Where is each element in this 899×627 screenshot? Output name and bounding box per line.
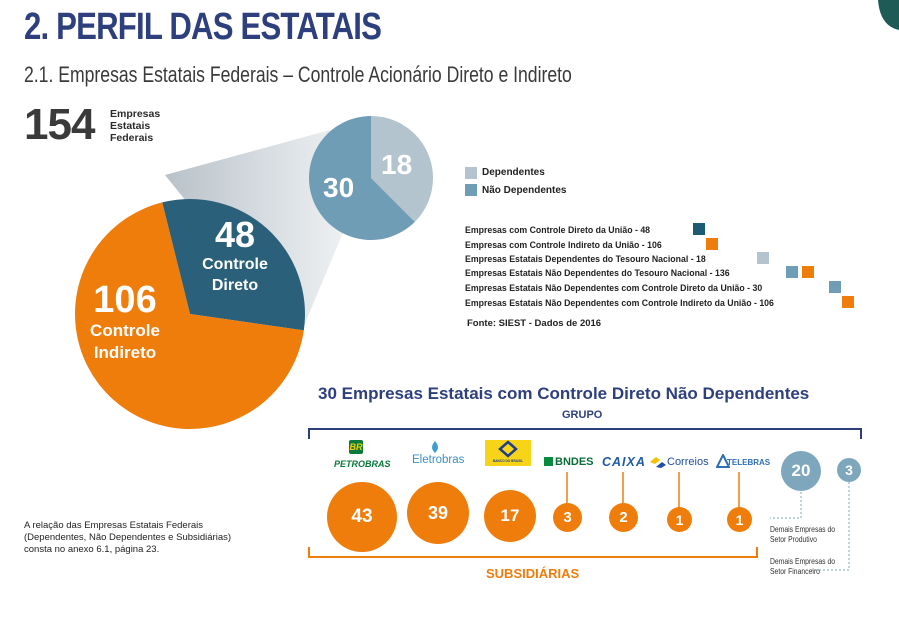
bndes-logo-icon <box>544 457 553 466</box>
stat-row: Empresas com Controle Indireto da União … <box>465 240 662 251</box>
stat-swatch <box>842 296 854 308</box>
small-slice-label-nao-dependentes: 30 <box>323 172 355 203</box>
stat-row: Empresas Estatais Não Dependentes do Tes… <box>465 268 730 279</box>
petrobras-logo-mark: BR <box>349 442 363 452</box>
slice-label-value-indirect: 106 <box>93 279 157 321</box>
caixa-logo-text: CAIXA <box>602 455 646 469</box>
others-label-financeiro: Demais Empresas do Setor Financeiro <box>770 557 836 576</box>
subsidiary-bubble-banco-do-brasil: 17 <box>484 490 536 542</box>
eletrobras-logo-text: Eletrobras <box>412 454 465 466</box>
subsidiary-bubble-petrobras: 43 <box>327 482 397 552</box>
stat-swatch <box>706 238 718 250</box>
pie-slice-controle-indireto <box>74 202 304 429</box>
banco-do-brasil-logo-text: BANCO DO BRASIL <box>492 459 524 463</box>
slice-label-value-direct: 48 <box>214 214 256 255</box>
banco-do-brasil-logo-icon <box>498 440 518 458</box>
legend-label-nao-dependentes: Não Dependentes <box>482 185 567 196</box>
subsidiary-bubble-bndes: 3 <box>553 503 582 532</box>
page-subtitle: 2.1. Empresas Estatais Federais – Contro… <box>24 62 572 87</box>
others-bubble-produtivo: 20 <box>781 451 821 491</box>
slice-label-text-direct: Controle Direto <box>202 256 268 294</box>
stat-row: Empresas com Controle Direto da União - … <box>465 225 651 236</box>
pie-slice-nao-dependentes <box>308 116 415 240</box>
annex-note: A relação das Empresas Estatais Federais… <box>24 520 232 555</box>
source-note: Fonte: SIEST - Dados de 2016 <box>467 318 602 329</box>
eletrobras-logo-icon <box>431 440 439 453</box>
stat-row: Empresas Estatais Não Dependentes com Co… <box>465 298 774 309</box>
subsidiary-bubble-telebras: 1 <box>727 507 752 532</box>
pie-slice-dependentes <box>371 116 433 222</box>
stat-swatch <box>829 281 841 293</box>
petrobras-logo-icon: BR <box>349 440 363 454</box>
telebras-logo-icon <box>715 452 731 468</box>
total-label: Empresas Estatais Federais <box>110 108 161 144</box>
stat-swatch <box>693 223 705 235</box>
corner-decoration <box>878 0 899 30</box>
legend-swatch-nao-dependentes <box>465 184 477 196</box>
stat-row: Empresas Estatais Não Dependentes com Co… <box>465 283 763 294</box>
stat-swatch <box>757 252 769 264</box>
correios-logo-text: Correios <box>667 456 709 468</box>
legend-swatch-dependentes <box>465 167 477 179</box>
stat-swatch <box>802 266 814 278</box>
petrobras-logo-text: PETROBRAS <box>334 459 391 469</box>
total-count: 154 <box>24 100 95 149</box>
stat-row: Empresas Estatais Dependentes do Tesouro… <box>465 254 706 265</box>
others-bubble-financeiro: 3 <box>837 458 861 482</box>
small-slice-label-dependentes: 18 <box>381 149 413 180</box>
banco-do-brasil-logo: BANCO DO BRASIL <box>485 440 531 466</box>
bndes-logo-text: BNDES <box>555 456 594 468</box>
bottom-section-title: 30 Empresas Estatais com Controle Direto… <box>318 384 810 403</box>
pie-slice-controle-direto <box>162 199 305 331</box>
subsidiary-bubble-eletrobras: 39 <box>407 482 469 544</box>
stat-swatch <box>786 266 798 278</box>
others-label-produtivo: Demais Empresas do Setor Produtivo <box>770 525 836 544</box>
subsidiarias-label: SUBSIDIÁRIAS <box>486 566 580 581</box>
correios-logo-icon <box>650 455 666 468</box>
slice-label-text-indirect: Controle Indireto <box>90 321 160 362</box>
legend-label-dependentes: Dependentes <box>482 167 545 178</box>
page-title: 2. PERFIL DAS ESTATAIS <box>24 6 382 48</box>
grupo-label: GRUPO <box>562 409 603 421</box>
subsidiary-bubble-caixa: 2 <box>609 503 638 532</box>
telebras-logo-text: TELEBRAS <box>727 458 771 467</box>
subsidiary-bubble-correios: 1 <box>667 507 692 532</box>
